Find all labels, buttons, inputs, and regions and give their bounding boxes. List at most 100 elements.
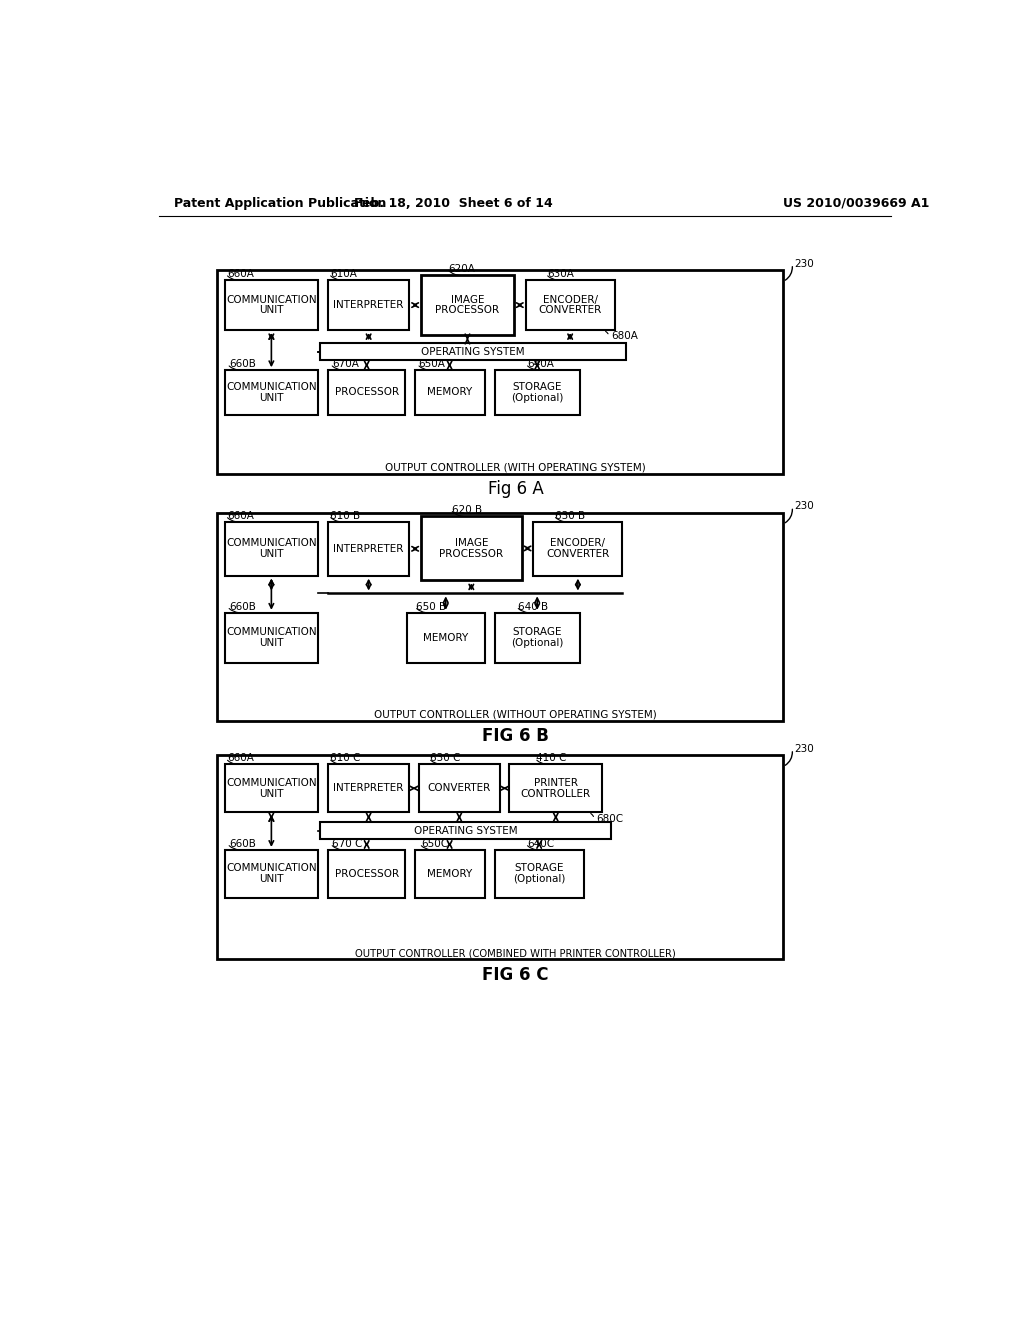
Bar bbox=[225, 850, 317, 898]
Bar bbox=[225, 280, 317, 330]
Text: INTERPRETER: INTERPRETER bbox=[334, 300, 403, 310]
Text: PROCESSOR: PROCESSOR bbox=[335, 869, 398, 879]
Text: 660A: 660A bbox=[227, 754, 254, 763]
Text: Fig 6 A: Fig 6 A bbox=[487, 480, 544, 499]
Text: 630A: 630A bbox=[547, 269, 574, 279]
Text: UNIT: UNIT bbox=[259, 549, 284, 560]
Text: UNIT: UNIT bbox=[259, 393, 284, 403]
Text: PROCESSOR: PROCESSOR bbox=[335, 388, 398, 397]
Text: 630 C: 630 C bbox=[430, 754, 461, 763]
Text: COMMUNICATION: COMMUNICATION bbox=[226, 539, 316, 548]
Text: COMMUNICATION: COMMUNICATION bbox=[226, 777, 316, 788]
Text: INTERPRETER: INTERPRETER bbox=[334, 544, 403, 554]
Text: STORAGE: STORAGE bbox=[512, 627, 562, 638]
Bar bbox=[328, 280, 410, 330]
Text: OUTPUT CONTROLLER (WITHOUT OPERATING SYSTEM): OUTPUT CONTROLLER (WITHOUT OPERATING SYS… bbox=[374, 709, 656, 719]
Bar bbox=[495, 850, 584, 898]
Text: 660B: 660B bbox=[228, 359, 256, 370]
Text: 660A: 660A bbox=[227, 269, 254, 279]
Text: MEMORY: MEMORY bbox=[423, 632, 468, 643]
Text: 660B: 660B bbox=[228, 838, 256, 849]
Text: 410 C: 410 C bbox=[537, 754, 567, 763]
Text: IMAGE: IMAGE bbox=[455, 539, 488, 548]
Text: 660B: 660B bbox=[228, 602, 256, 611]
Bar bbox=[225, 370, 317, 414]
Text: UNIT: UNIT bbox=[259, 788, 284, 799]
Text: 660A: 660A bbox=[227, 511, 254, 520]
Bar bbox=[217, 271, 783, 474]
Text: 670 C: 670 C bbox=[332, 838, 362, 849]
Bar bbox=[225, 521, 317, 576]
Text: IMAGE: IMAGE bbox=[451, 294, 484, 305]
Bar bbox=[328, 521, 410, 576]
Bar bbox=[419, 764, 500, 812]
Text: CONVERTER: CONVERTER bbox=[546, 549, 609, 560]
Bar bbox=[525, 280, 614, 330]
Bar bbox=[321, 822, 611, 840]
Text: Patent Application Publication: Patent Application Publication bbox=[174, 197, 387, 210]
Text: FIG 6 B: FIG 6 B bbox=[482, 727, 549, 744]
Text: (Optional): (Optional) bbox=[513, 874, 565, 884]
Text: 640A: 640A bbox=[527, 359, 554, 370]
Text: 630 B: 630 B bbox=[555, 511, 585, 520]
Text: (Optional): (Optional) bbox=[511, 638, 563, 648]
Text: COMMUNICATION: COMMUNICATION bbox=[226, 381, 316, 392]
Text: INTERPRETER: INTERPRETER bbox=[334, 783, 403, 793]
Text: CONVERTER: CONVERTER bbox=[428, 783, 490, 793]
Text: OPERATING SYSTEM: OPERATING SYSTEM bbox=[414, 825, 517, 836]
Text: STORAGE: STORAGE bbox=[514, 863, 564, 874]
Text: US 2010/0039669 A1: US 2010/0039669 A1 bbox=[783, 197, 930, 210]
Text: UNIT: UNIT bbox=[259, 874, 284, 884]
Text: COMMUNICATION: COMMUNICATION bbox=[226, 294, 316, 305]
Text: FIG 6 C: FIG 6 C bbox=[482, 966, 549, 983]
Bar bbox=[225, 612, 317, 663]
Bar bbox=[495, 370, 580, 414]
Text: 230: 230 bbox=[795, 744, 814, 754]
Text: Feb. 18, 2010  Sheet 6 of 14: Feb. 18, 2010 Sheet 6 of 14 bbox=[354, 197, 553, 210]
Text: 650 B: 650 B bbox=[417, 602, 446, 611]
Bar bbox=[217, 512, 783, 721]
Text: 650A: 650A bbox=[419, 359, 445, 370]
Text: MEMORY: MEMORY bbox=[427, 388, 472, 397]
Text: 230: 230 bbox=[795, 259, 814, 269]
Text: ENCODER/: ENCODER/ bbox=[543, 294, 598, 305]
Text: OUTPUT CONTROLLER (WITH OPERATING SYSTEM): OUTPUT CONTROLLER (WITH OPERATING SYSTEM… bbox=[385, 463, 646, 473]
Bar bbox=[328, 370, 406, 414]
Bar bbox=[321, 343, 627, 360]
Bar bbox=[217, 755, 783, 960]
Text: 620A: 620A bbox=[449, 264, 475, 273]
Text: COMMUNICATION: COMMUNICATION bbox=[226, 863, 316, 874]
Text: COMMUNICATION: COMMUNICATION bbox=[226, 627, 316, 638]
Text: 230: 230 bbox=[795, 502, 814, 511]
Text: (Optional): (Optional) bbox=[511, 393, 563, 403]
Bar bbox=[495, 612, 580, 663]
Bar bbox=[407, 612, 484, 663]
Text: PROCESSOR: PROCESSOR bbox=[435, 305, 500, 315]
Bar bbox=[328, 850, 406, 898]
Bar bbox=[415, 850, 484, 898]
Text: STORAGE: STORAGE bbox=[512, 381, 562, 392]
Bar bbox=[534, 521, 623, 576]
Text: 610 B: 610 B bbox=[331, 511, 360, 520]
Text: OPERATING SYSTEM: OPERATING SYSTEM bbox=[422, 347, 525, 356]
Text: MEMORY: MEMORY bbox=[427, 869, 472, 879]
Text: 610 C: 610 C bbox=[331, 754, 360, 763]
Bar bbox=[421, 516, 521, 581]
Text: UNIT: UNIT bbox=[259, 638, 284, 648]
Text: OUTPUT CONTROLLER (COMBINED WITH PRINTER CONTROLLER): OUTPUT CONTROLLER (COMBINED WITH PRINTER… bbox=[355, 948, 676, 958]
Bar bbox=[509, 764, 602, 812]
Text: CONTROLLER: CONTROLLER bbox=[521, 788, 591, 799]
Text: 640 B: 640 B bbox=[518, 602, 548, 611]
Text: 610A: 610A bbox=[331, 269, 357, 279]
Text: 640C: 640C bbox=[527, 838, 554, 849]
Text: CONVERTER: CONVERTER bbox=[539, 305, 602, 315]
Text: UNIT: UNIT bbox=[259, 305, 284, 315]
Text: 680A: 680A bbox=[611, 331, 638, 342]
Bar bbox=[328, 764, 410, 812]
Text: PROCESSOR: PROCESSOR bbox=[439, 549, 504, 558]
Text: 670A: 670A bbox=[332, 359, 358, 370]
Bar bbox=[415, 370, 484, 414]
Text: ENCODER/: ENCODER/ bbox=[550, 539, 605, 548]
Text: PRINTER: PRINTER bbox=[534, 777, 578, 788]
Bar bbox=[421, 276, 514, 335]
